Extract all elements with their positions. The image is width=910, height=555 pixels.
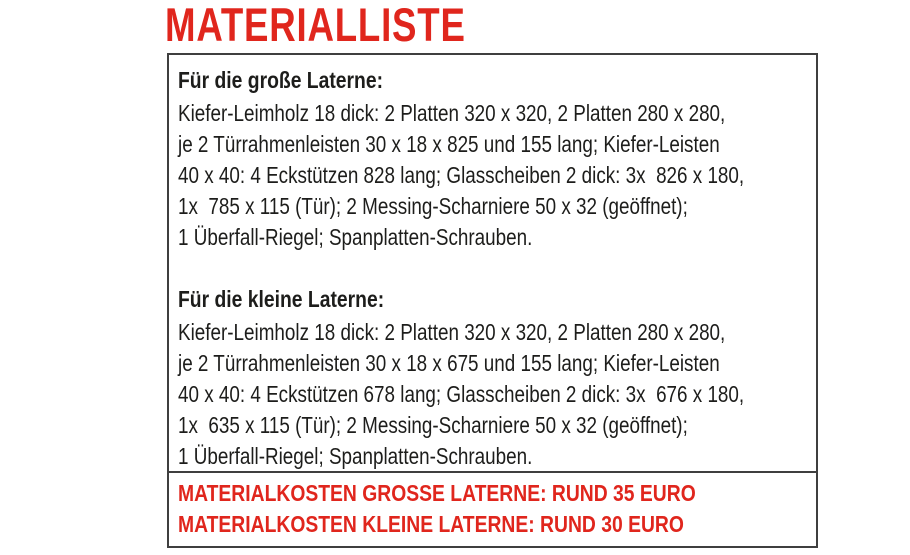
section-large-lantern: Für die große Laterne: Kiefer-Leimholz 1…: [178, 62, 816, 253]
material-line: 1x 635 x 115 (Tür); 2 Messing-Scharniere…: [178, 412, 688, 438]
section-small-lantern: Für die kleine Laterne: Kiefer-Leimholz …: [178, 281, 816, 472]
materials-box: Für die große Laterne: Kiefer-Leimholz 1…: [167, 53, 818, 548]
material-line: 40 x 40: 4 Eckstützen 678 lang; Glassche…: [178, 381, 745, 407]
cost-line-small: MATERIALKOSTEN KLEINE LATERNE: RUND 30 E…: [178, 511, 684, 537]
materials-list: Für die große Laterne: Kiefer-Leimholz 1…: [169, 55, 816, 472]
material-line: Kiefer-Leimholz 18 dick: 2 Platten 320 x…: [178, 319, 726, 345]
material-line: 1 Überfall-Riegel; Spanplatten-Schrauben…: [178, 224, 533, 250]
page-title: MATERIALLISTE: [165, 0, 466, 51]
section-heading-large: Für die große Laterne:: [178, 67, 384, 93]
costs-bar: MATERIALKOSTEN GROSSE LATERNE: RUND 35 E…: [169, 471, 816, 546]
section-heading-small: Für die kleine Laterne:: [178, 286, 385, 312]
material-line: 40 x 40: 4 Eckstützen 828 lang; Glassche…: [178, 162, 745, 188]
material-line: Kiefer-Leimholz 18 dick: 2 Platten 320 x…: [178, 100, 726, 126]
material-line: 1x 785 x 115 (Tür); 2 Messing-Scharniere…: [178, 193, 688, 219]
material-line: je 2 Türrahmenleisten 30 x 18 x 675 und …: [178, 350, 720, 376]
material-line: je 2 Türrahmenleisten 30 x 18 x 825 und …: [178, 131, 720, 157]
cost-line-large: MATERIALKOSTEN GROSSE LATERNE: RUND 35 E…: [178, 480, 696, 506]
material-line: 1 Überfall-Riegel; Spanplatten-Schrauben…: [178, 443, 533, 469]
